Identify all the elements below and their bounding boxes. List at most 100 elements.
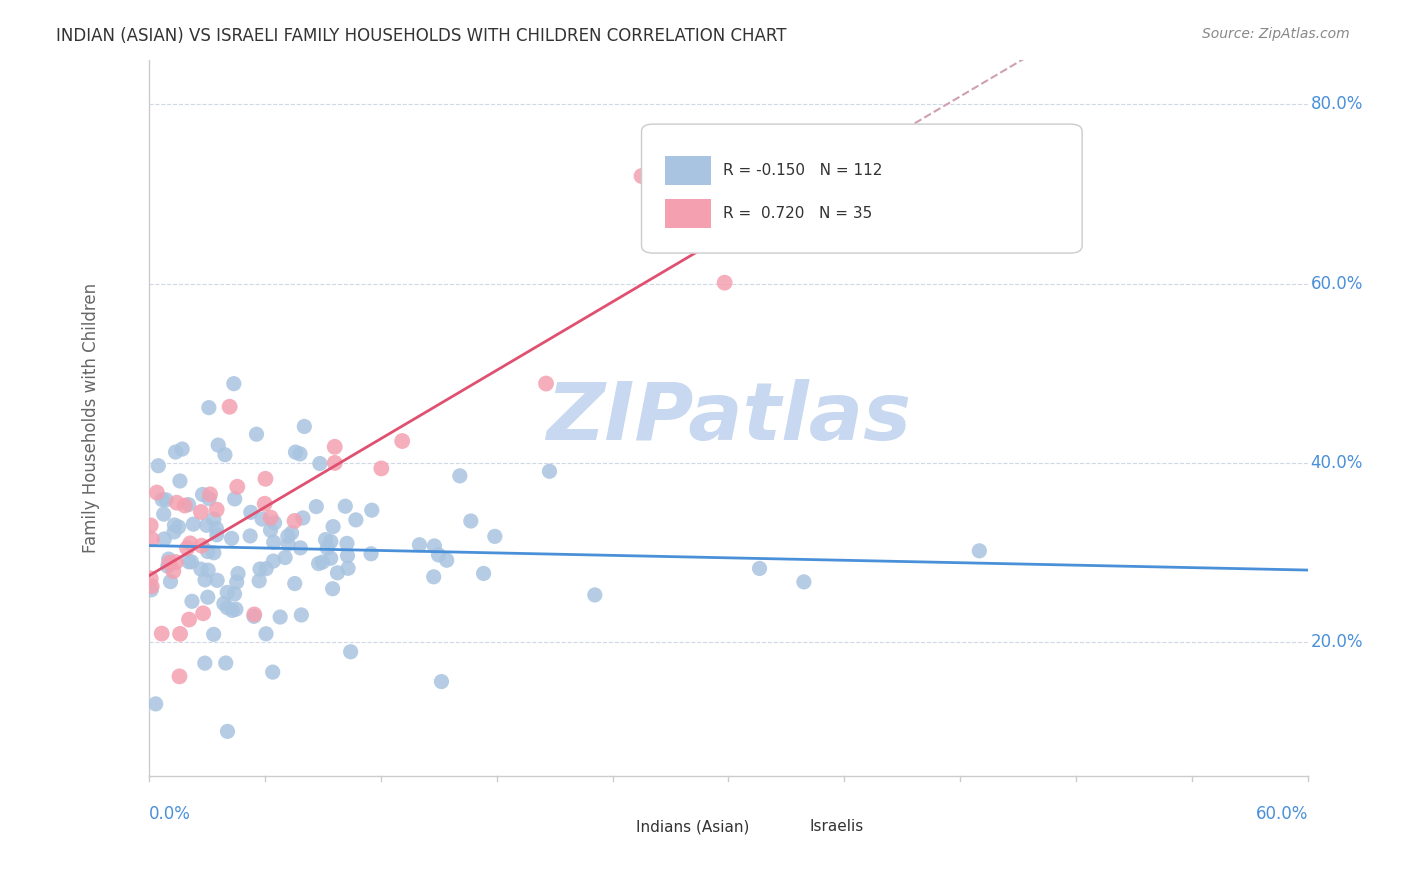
Point	[139, 571, 162, 585]
Bar	[665, 199, 711, 228]
Point	[423, 539, 446, 553]
Point	[217, 585, 239, 599]
Point	[198, 491, 221, 506]
Point	[217, 724, 239, 739]
Point	[292, 419, 315, 434]
Point	[197, 591, 219, 605]
Point	[205, 521, 228, 535]
Point	[247, 574, 270, 588]
Point	[284, 576, 307, 591]
Point	[323, 456, 346, 470]
Point	[146, 485, 169, 500]
Point	[163, 518, 186, 533]
Point	[224, 587, 246, 601]
Point	[260, 510, 283, 524]
Text: Israelis: Israelis	[810, 819, 863, 834]
Point	[319, 551, 342, 566]
Point	[191, 487, 214, 501]
Point	[225, 602, 247, 616]
Point	[259, 523, 281, 537]
Point	[284, 445, 307, 459]
Point	[202, 546, 225, 560]
Point	[225, 575, 247, 590]
Point	[326, 566, 349, 580]
Point	[202, 627, 225, 641]
Point	[163, 524, 186, 539]
Point	[169, 669, 191, 683]
Point	[319, 534, 342, 549]
Point	[308, 457, 330, 471]
Point	[290, 541, 312, 555]
Bar	[600, 808, 630, 830]
Point	[239, 505, 262, 519]
Text: R = -0.150   N = 112: R = -0.150 N = 112	[723, 163, 882, 178]
Point	[150, 492, 173, 507]
Point	[159, 574, 181, 589]
Point	[190, 562, 212, 576]
Point	[153, 532, 176, 546]
Point	[145, 697, 167, 711]
Point	[243, 607, 266, 622]
Point	[316, 541, 339, 555]
Point	[337, 561, 360, 575]
Text: 60.0%: 60.0%	[1256, 805, 1308, 822]
Point	[484, 529, 506, 543]
Point	[141, 533, 163, 547]
Point	[253, 497, 276, 511]
Point	[183, 517, 205, 532]
Point	[291, 511, 314, 525]
Point	[538, 464, 561, 478]
Text: Source: ZipAtlas.com: Source: ZipAtlas.com	[1202, 27, 1350, 41]
Point	[141, 579, 163, 593]
Point	[222, 376, 245, 391]
Text: ZIPatlas: ZIPatlas	[546, 379, 911, 457]
Point	[243, 609, 266, 624]
Point	[583, 588, 606, 602]
Point	[322, 582, 344, 596]
Text: R =  0.720   N = 35: R = 0.720 N = 35	[723, 206, 872, 221]
Point	[190, 505, 212, 519]
Point	[139, 518, 162, 533]
Point	[179, 536, 201, 550]
Point	[748, 561, 770, 575]
Bar	[665, 156, 711, 185]
Point	[305, 500, 328, 514]
Point	[197, 544, 219, 558]
Point	[336, 536, 359, 550]
Point	[221, 603, 243, 617]
Point	[969, 544, 991, 558]
Point	[205, 502, 228, 516]
Point	[198, 487, 221, 501]
Point	[288, 447, 311, 461]
Point	[280, 525, 302, 540]
Point	[408, 538, 430, 552]
Point	[344, 513, 367, 527]
Point	[165, 555, 187, 569]
Point	[205, 574, 228, 588]
Point	[157, 556, 180, 570]
Point	[449, 468, 471, 483]
Point	[277, 537, 299, 551]
Point	[226, 480, 249, 494]
Text: 20.0%: 20.0%	[1310, 632, 1362, 651]
Text: 60.0%: 60.0%	[1310, 275, 1362, 293]
Bar	[780, 808, 810, 830]
Point	[370, 461, 392, 475]
Point	[217, 600, 239, 615]
Point	[391, 434, 413, 448]
Point	[430, 674, 453, 689]
Point	[274, 550, 297, 565]
Point	[311, 555, 333, 569]
Point	[152, 507, 174, 521]
Point	[157, 552, 180, 566]
Point	[269, 610, 291, 624]
Point	[148, 458, 170, 473]
Text: 0.0%: 0.0%	[149, 805, 191, 822]
Point	[194, 573, 217, 587]
FancyBboxPatch shape	[641, 124, 1083, 253]
Point	[422, 570, 444, 584]
Text: Indians (Asian): Indians (Asian)	[636, 819, 749, 834]
Point	[226, 566, 249, 581]
Point	[218, 400, 240, 414]
Point	[460, 514, 482, 528]
